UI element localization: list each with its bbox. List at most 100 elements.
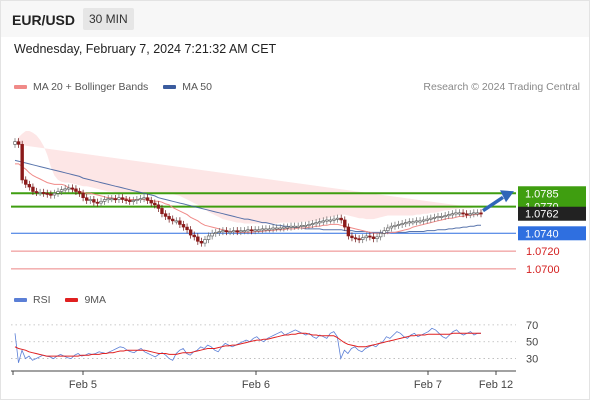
candle-body [192,234,196,238]
x-tick-label-3: Feb 12 [479,379,513,391]
main-legend: MA 20 + Bollinger Bands MA 50 [14,81,224,93]
candle-body [378,233,383,238]
bollinger-band-fill [15,131,474,224]
legend-item-ma50: MA 50 [163,81,212,93]
candle-body [457,212,462,215]
candle-body [38,192,42,194]
candle-body [321,220,325,223]
candle-body [239,230,243,233]
candle-body [421,219,426,222]
candle-body [235,230,239,233]
candle-body [20,144,24,181]
candle-body [67,187,71,190]
candle-body [389,225,394,229]
candle-body [249,229,254,232]
candle-body [74,188,78,192]
candle-body [260,228,265,231]
candle-body [400,223,404,226]
price-tag-1-0785: 1.0785 [518,186,586,201]
price-tag-1-0740: 1.0740 [518,226,586,241]
candle-body [167,216,171,220]
candle-body [361,237,365,240]
candle-body [264,228,268,231]
candle-body [174,220,179,223]
candle-body [142,197,146,200]
candle-body [443,215,447,218]
candle-body [439,216,444,218]
price-tag-box [518,226,586,241]
candle-body [188,229,193,236]
price-tag-label: 1.0740 [525,228,559,240]
candle-body [325,219,329,222]
candle-body [357,238,361,241]
rsi-9ma-line [14,332,481,357]
candle-body [432,216,437,219]
candle-body [425,218,429,221]
candle-body [267,228,272,231]
candle-body [393,224,397,227]
candle-body [124,199,128,201]
candle-body [217,231,222,234]
price-tag-label: 1.0785 [525,188,559,200]
candle-body [454,212,458,215]
candle-body [450,213,455,216]
candle-body [289,225,293,228]
candle-body [160,208,164,215]
candles-group [13,138,483,247]
candle-body [153,202,157,206]
rsi-tick-label-30: 30 [526,354,538,366]
candle-body [34,191,39,193]
candle-body [178,220,182,225]
candle-body [475,212,480,215]
candle-body [278,227,282,230]
candle-body [135,199,139,201]
candle-body [120,197,125,200]
candle-body [88,199,92,201]
candle-body [335,217,340,220]
candle-body [350,235,354,239]
candle-body [332,218,336,221]
candle-body [468,213,472,216]
candle-body [274,227,279,230]
candle-body [138,198,143,201]
interval-button[interactable]: 30 MIN [83,8,134,30]
candle-body [307,224,311,226]
candle-body [303,224,308,227]
candle-body [447,214,451,217]
candle-body [464,213,469,216]
candle-body [99,200,103,204]
candle-body [310,223,315,226]
candle-body [382,230,386,234]
candle-body [210,233,214,237]
candle-body [49,193,53,196]
candle-body [314,222,318,225]
price-tag-1-0762: 1.0762 [518,206,586,221]
candle-body [145,197,150,201]
candle-body [56,191,60,194]
candle-body [59,189,64,192]
candle-body [224,230,229,233]
candle-body [131,200,135,202]
rsi-tick-label-70: 70 [526,320,538,332]
candle-body [117,197,121,200]
chart-header: EUR/USD 30 MIN [1,1,589,37]
candle-body [479,212,483,215]
candle-body [317,221,322,224]
candle-body [353,237,358,240]
candle-body [181,224,186,228]
candle-body [70,187,75,190]
candle-body [110,198,114,201]
rsi-line [14,327,481,363]
candle-body [163,213,168,217]
candle-body [24,179,28,185]
candle-body [364,235,368,239]
candle-body [171,218,175,222]
legend-item-ma20-bollinger: MA 20 + Bollinger Bands [14,81,148,93]
candle-body [16,141,21,145]
x-tick-label-2: Feb 7 [414,379,442,391]
candle-body [242,230,247,233]
price-tag-box [518,186,586,201]
rsi-tick-label-50: 50 [526,337,538,349]
candle-body [128,200,132,202]
credit-text: Research © 2024 Trading Central [423,81,580,93]
